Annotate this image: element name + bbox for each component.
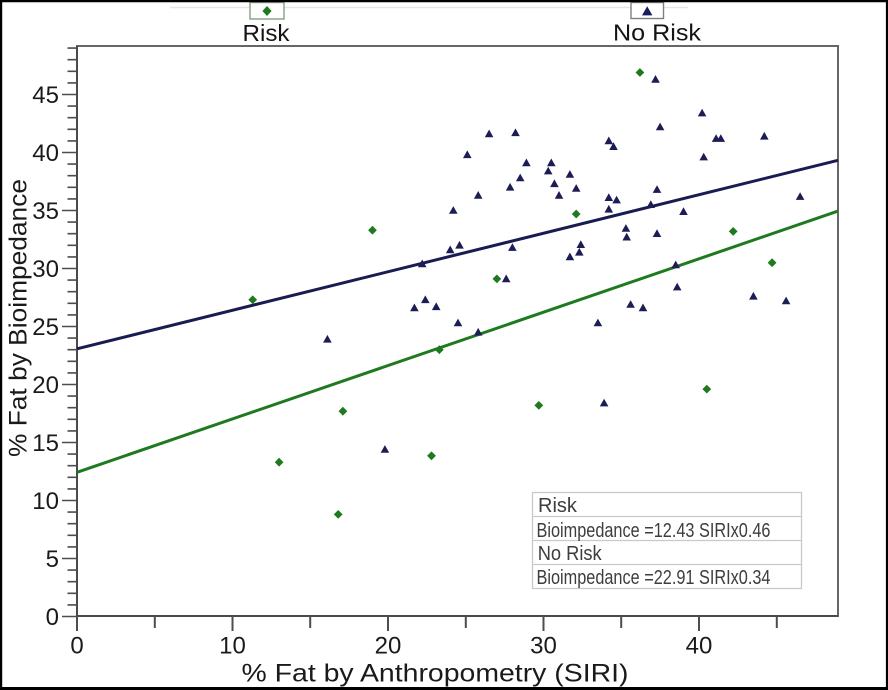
svg-text:% Fat by Anthropometry (SIRI): % Fat by Anthropometry (SIRI) (242, 660, 629, 688)
svg-text:Bioimpedance =12.43 SIRIx0.46: Bioimpedance =12.43 SIRIx0.46 (537, 520, 771, 542)
svg-text:Risk: Risk (243, 20, 291, 46)
svg-text:45: 45 (32, 82, 59, 109)
svg-text:20: 20 (375, 633, 402, 660)
svg-text:Risk: Risk (538, 495, 578, 517)
svg-text:30: 30 (32, 256, 59, 283)
svg-text:% Fat by Bioimpedance: % Fat by Bioimpedance (5, 179, 33, 457)
svg-text:20: 20 (32, 372, 59, 399)
svg-text:5: 5 (46, 546, 59, 573)
svg-text:25: 25 (32, 314, 59, 341)
svg-text:40: 40 (686, 633, 713, 660)
svg-text:No Risk: No Risk (538, 543, 603, 565)
svg-text:Bioimpedance =22.91 SIRIx0.34: Bioimpedance =22.91 SIRIx0.34 (537, 567, 771, 589)
svg-text:15: 15 (32, 430, 59, 457)
svg-text:40: 40 (32, 140, 59, 167)
svg-text:0: 0 (70, 633, 83, 660)
svg-text:10: 10 (219, 633, 246, 660)
svg-text:30: 30 (530, 633, 557, 660)
svg-text:10: 10 (32, 488, 59, 515)
svg-text:No Risk: No Risk (613, 20, 702, 46)
svg-text:35: 35 (32, 198, 59, 225)
svg-text:0: 0 (46, 604, 59, 631)
